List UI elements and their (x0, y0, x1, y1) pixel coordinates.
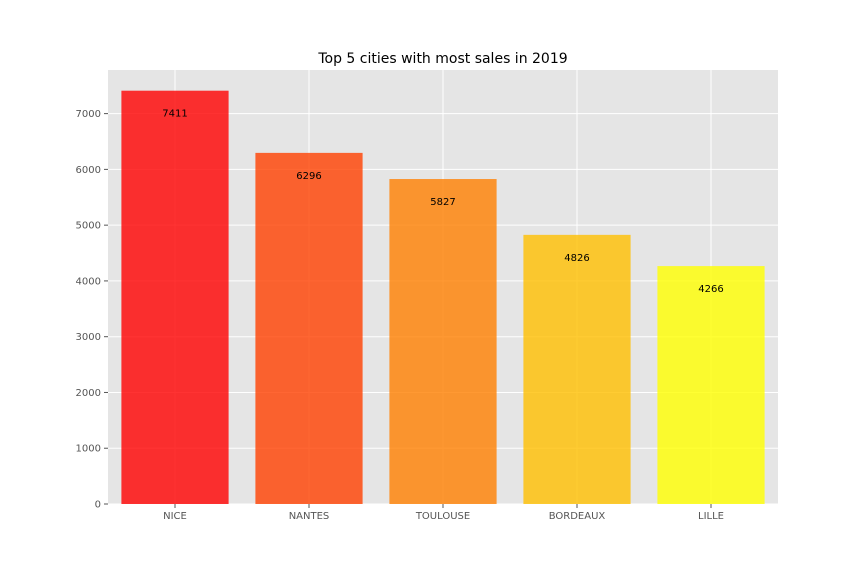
bar-lille (657, 266, 765, 504)
y-tick-label: 2000 (76, 388, 101, 399)
y-tick-label: 5000 (76, 221, 101, 232)
data-label: 4826 (564, 253, 589, 264)
bars (121, 90, 765, 505)
data-labels: 7411 6296 5827 4826 4266 (162, 109, 723, 295)
y-axis: 0 1000 2000 3000 4000 5000 6000 7000 (76, 109, 108, 511)
x-tick-label: BORDEAUX (549, 511, 606, 522)
y-tick-label: 0 (95, 500, 101, 511)
x-tick-label: NANTES (289, 511, 330, 522)
x-tick-label: TOULOUSE (415, 511, 470, 522)
bar-nantes (255, 152, 363, 504)
bar-nice (121, 90, 229, 505)
y-tick-label: 6000 (76, 165, 101, 176)
data-label: 5827 (430, 197, 455, 208)
x-axis: NICE NANTES TOULOUSE BORDEAUX LILLE (163, 504, 724, 522)
bar-bordeaux (523, 234, 631, 505)
y-tick-label: 1000 (76, 444, 101, 455)
y-tick-label: 3000 (76, 332, 101, 343)
data-label: 6296 (296, 171, 321, 182)
y-tick-label: 4000 (76, 276, 101, 287)
chart-title: Top 5 cities with most sales in 2019 (317, 51, 567, 67)
y-tick-label: 7000 (76, 109, 101, 120)
data-label: 4266 (698, 284, 723, 295)
x-tick-label: LILLE (698, 511, 724, 522)
data-label: 7411 (162, 109, 187, 120)
bar-toulouse (389, 179, 497, 504)
x-tick-label: NICE (163, 511, 187, 522)
